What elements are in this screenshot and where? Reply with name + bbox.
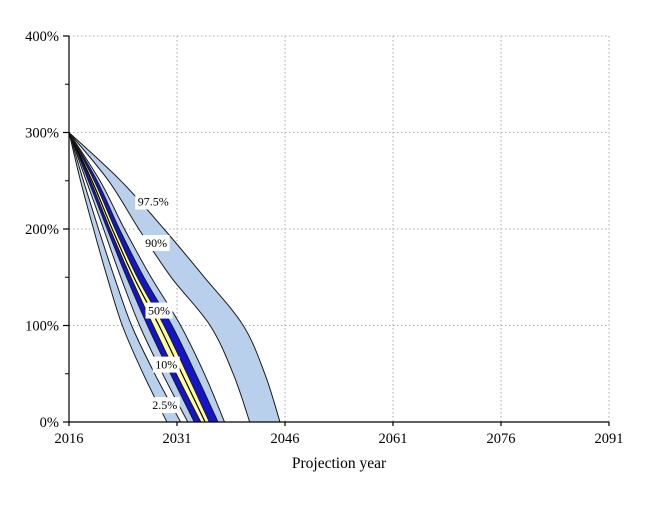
x-tick-label-2091: 2091 (595, 431, 624, 447)
percentile-line-60 (68, 132, 210, 423)
y-tick-label-200: 200% (25, 222, 59, 238)
band-label-bg-90% (142, 235, 170, 252)
y-tick-label-100: 100% (25, 319, 59, 335)
percentile-line-50 (68, 132, 206, 423)
band-label-97.5%: 97.5% (138, 195, 169, 209)
percentile-line-10 (68, 132, 182, 423)
band-label-90%: 90% (145, 236, 167, 250)
percentile-band-40-60 (69, 132, 210, 422)
percentile-line-40 (68, 132, 202, 423)
percentile-line-70 (68, 132, 219, 423)
percentile-line-97.5 (68, 132, 281, 423)
x-tick-label-2061: 2061 (379, 431, 408, 447)
percentile-line-30 (68, 132, 195, 423)
x-tick-label-2031: 2031 (163, 431, 192, 447)
y-tick-label-400: 400% (25, 29, 59, 45)
band-label-bg-50% (145, 302, 173, 319)
percentile-band-90-97.5 (69, 132, 280, 422)
y-tick-label-0: 0% (40, 415, 59, 431)
band-label-bg-2.5% (149, 397, 180, 414)
x-axis-title: Projection year (292, 455, 387, 472)
y-tick-label-300: 300% (25, 126, 59, 142)
x-tick-label-2046: 2046 (271, 431, 300, 447)
x-tick-label-2076: 2076 (487, 431, 516, 447)
percentile-line-80 (68, 132, 225, 423)
band-label-2.5%: 2.5% (152, 398, 177, 412)
x-tick-label-2016: 2016 (55, 431, 84, 447)
percentile-line-2.5 (68, 132, 168, 423)
band-label-50%: 50% (148, 304, 170, 318)
band-label-bg-10% (152, 356, 180, 373)
percentile-line-90 (68, 132, 251, 423)
band-label-bg-97.5% (135, 193, 172, 210)
band-label-10%: 10% (155, 358, 177, 372)
percentile-line-20 (68, 132, 189, 423)
percentile-band-70-80 (69, 132, 225, 422)
